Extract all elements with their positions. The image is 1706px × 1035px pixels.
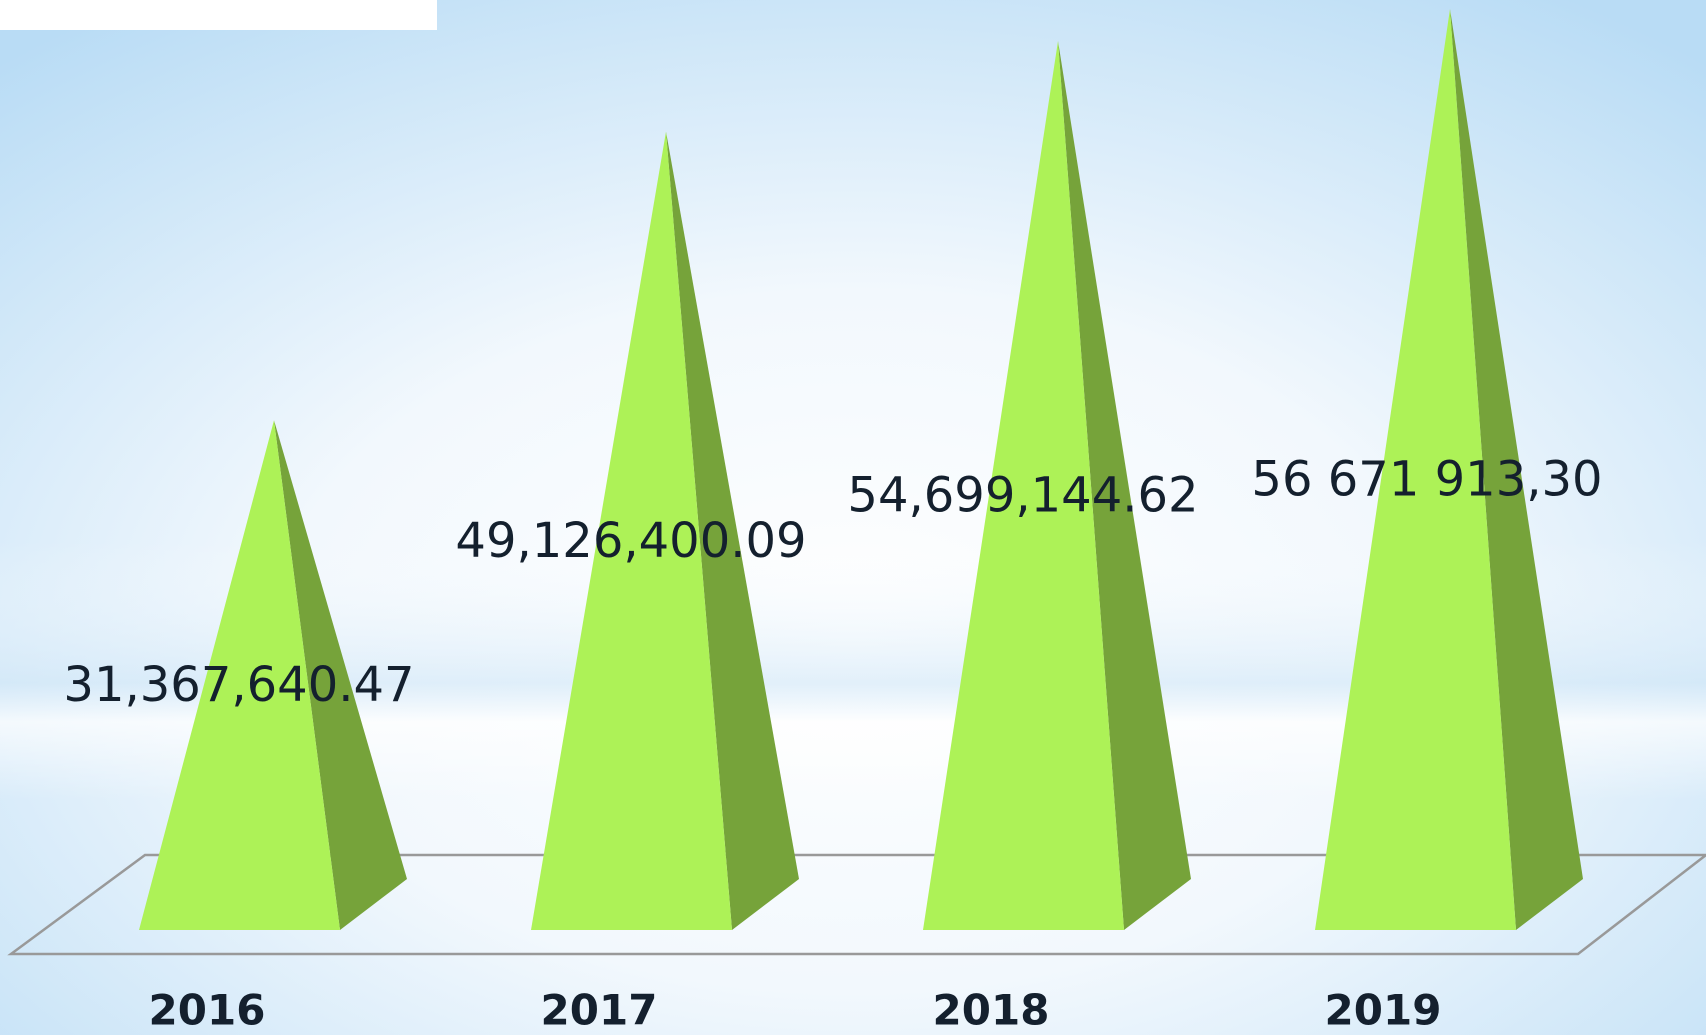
plot: 31,367,640.47 2016 49,126,400.09 2017 54,699… [63,9,1603,1035]
value-label: 31,367,640.47 [63,657,414,713]
value-label: 49,126,400.09 [455,513,806,569]
x-tick-label: 2016 [149,986,266,1035]
floor [7,853,1706,956]
x-tick-label: 2019 [1325,986,1442,1035]
value-label: 54,699,144.62 [847,468,1198,524]
x-tick-label: 2018 [933,986,1050,1035]
pyramid-side [1450,9,1583,930]
pyramid-front [531,131,732,930]
value-label: 56 671 913,30 [1251,452,1602,508]
pyramid-side [274,420,407,930]
pyramid-side [1058,41,1191,931]
blank-box [0,0,437,30]
pyramid-side [666,131,799,930]
x-tick-label: 2017 [541,986,658,1035]
pyramid-front [1315,9,1516,930]
pyramid-front [923,41,1124,931]
pyramid-front [139,420,340,930]
